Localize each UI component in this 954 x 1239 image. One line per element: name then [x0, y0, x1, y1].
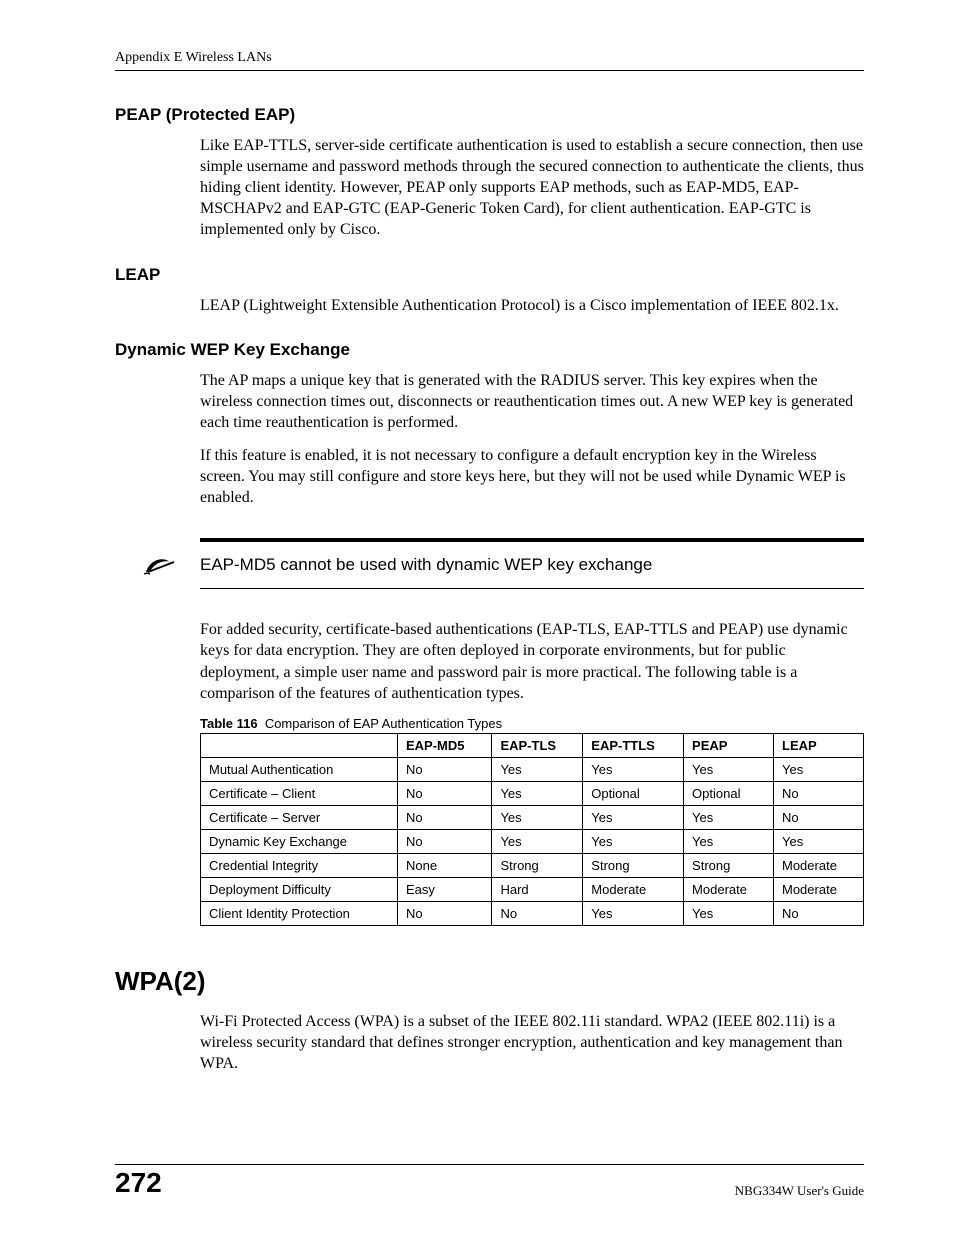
note-block: EAP-MD5 cannot be used with dynamic WEP … — [140, 538, 864, 589]
para-peap: Like EAP-TTLS, server-side certificate a… — [200, 135, 864, 241]
table-header-cell — [201, 733, 398, 757]
table-cell: Yes — [583, 805, 684, 829]
para-leap: LEAP (Lightweight Extensible Authenticat… — [200, 295, 864, 316]
table-header-cell: PEAP — [684, 733, 774, 757]
table-cell: Yes — [492, 829, 583, 853]
table-header-cell: EAP-TLS — [492, 733, 583, 757]
table-cell: Yes — [684, 829, 774, 853]
table-cell: Strong — [492, 853, 583, 877]
table-cell: Mutual Authentication — [201, 757, 398, 781]
table-cell: Yes — [583, 829, 684, 853]
table-cell: Optional — [684, 781, 774, 805]
table-cell: Yes — [583, 757, 684, 781]
table-row: Dynamic Key ExchangeNoYesYesYesYes — [201, 829, 864, 853]
table-cell: Yes — [774, 829, 864, 853]
note-text: EAP-MD5 cannot be used with dynamic WEP … — [200, 555, 652, 575]
table-cell: Dynamic Key Exchange — [201, 829, 398, 853]
guide-name: NBG334W User's Guide — [735, 1183, 864, 1199]
table-row: Certificate – ServerNoYesYesYesNo — [201, 805, 864, 829]
table-cell: Credential Integrity — [201, 853, 398, 877]
table-header-cell: EAP-TTLS — [583, 733, 684, 757]
para-post-note: For added security, certificate-based au… — [200, 619, 864, 703]
table-row: Deployment DifficultyEasyHardModerateMod… — [201, 877, 864, 901]
table-caption-label: Table 116 — [200, 716, 258, 731]
para-wpa2: Wi-Fi Protected Access (WPA) is a subset… — [200, 1011, 864, 1074]
table-row: Certificate – ClientNoYesOptionalOptiona… — [201, 781, 864, 805]
table-cell: Moderate — [583, 877, 684, 901]
table-cell: No — [774, 781, 864, 805]
table-caption: Table 116 Comparison of EAP Authenticati… — [200, 716, 864, 731]
table-cell: Client Identity Protection — [201, 901, 398, 925]
note-icon — [140, 550, 200, 580]
heading-leap: LEAP — [115, 265, 864, 285]
para-dwep-2: If this feature is enabled, it is not ne… — [200, 445, 864, 508]
table-cell: Deployment Difficulty — [201, 877, 398, 901]
table-cell: No — [492, 901, 583, 925]
table-cell: Yes — [583, 901, 684, 925]
table-cell: Certificate – Server — [201, 805, 398, 829]
table-row: Mutual AuthenticationNoYesYesYesYes — [201, 757, 864, 781]
heading-dwep: Dynamic WEP Key Exchange — [115, 340, 864, 360]
table-cell: No — [398, 829, 492, 853]
table-cell: Yes — [774, 757, 864, 781]
heading-peap: PEAP (Protected EAP) — [115, 105, 864, 125]
running-header: Appendix E Wireless LANs — [115, 50, 864, 71]
table-cell: Optional — [583, 781, 684, 805]
table-cell: Yes — [684, 805, 774, 829]
table-row: Client Identity ProtectionNoNoYesYesNo — [201, 901, 864, 925]
table-cell: No — [774, 805, 864, 829]
table-row: Credential IntegrityNoneStrongStrongStro… — [201, 853, 864, 877]
table-cell: None — [398, 853, 492, 877]
eap-comparison-table: EAP-MD5EAP-TLSEAP-TTLSPEAPLEAP Mutual Au… — [200, 733, 864, 926]
table-cell: Moderate — [684, 877, 774, 901]
table-cell: Strong — [684, 853, 774, 877]
table-cell: No — [398, 781, 492, 805]
table-cell: Strong — [583, 853, 684, 877]
table-cell: No — [774, 901, 864, 925]
table-cell: Yes — [684, 901, 774, 925]
table-header-cell: EAP-MD5 — [398, 733, 492, 757]
table-cell: Yes — [492, 757, 583, 781]
table-cell: No — [398, 901, 492, 925]
table-cell: Hard — [492, 877, 583, 901]
table-cell: No — [398, 757, 492, 781]
table-caption-text: Comparison of EAP Authentication Types — [265, 716, 502, 731]
table-cell: Moderate — [774, 853, 864, 877]
para-dwep-1: The AP maps a unique key that is generat… — [200, 370, 864, 433]
table-cell: Moderate — [774, 877, 864, 901]
page-number: 272 — [115, 1167, 162, 1199]
table-cell: No — [398, 805, 492, 829]
table-cell: Yes — [684, 757, 774, 781]
table-cell: Easy — [398, 877, 492, 901]
table-cell: Yes — [492, 781, 583, 805]
table-header-cell: LEAP — [774, 733, 864, 757]
heading-wpa2: WPA(2) — [115, 966, 864, 997]
table-cell: Certificate – Client — [201, 781, 398, 805]
table-cell: Yes — [492, 805, 583, 829]
